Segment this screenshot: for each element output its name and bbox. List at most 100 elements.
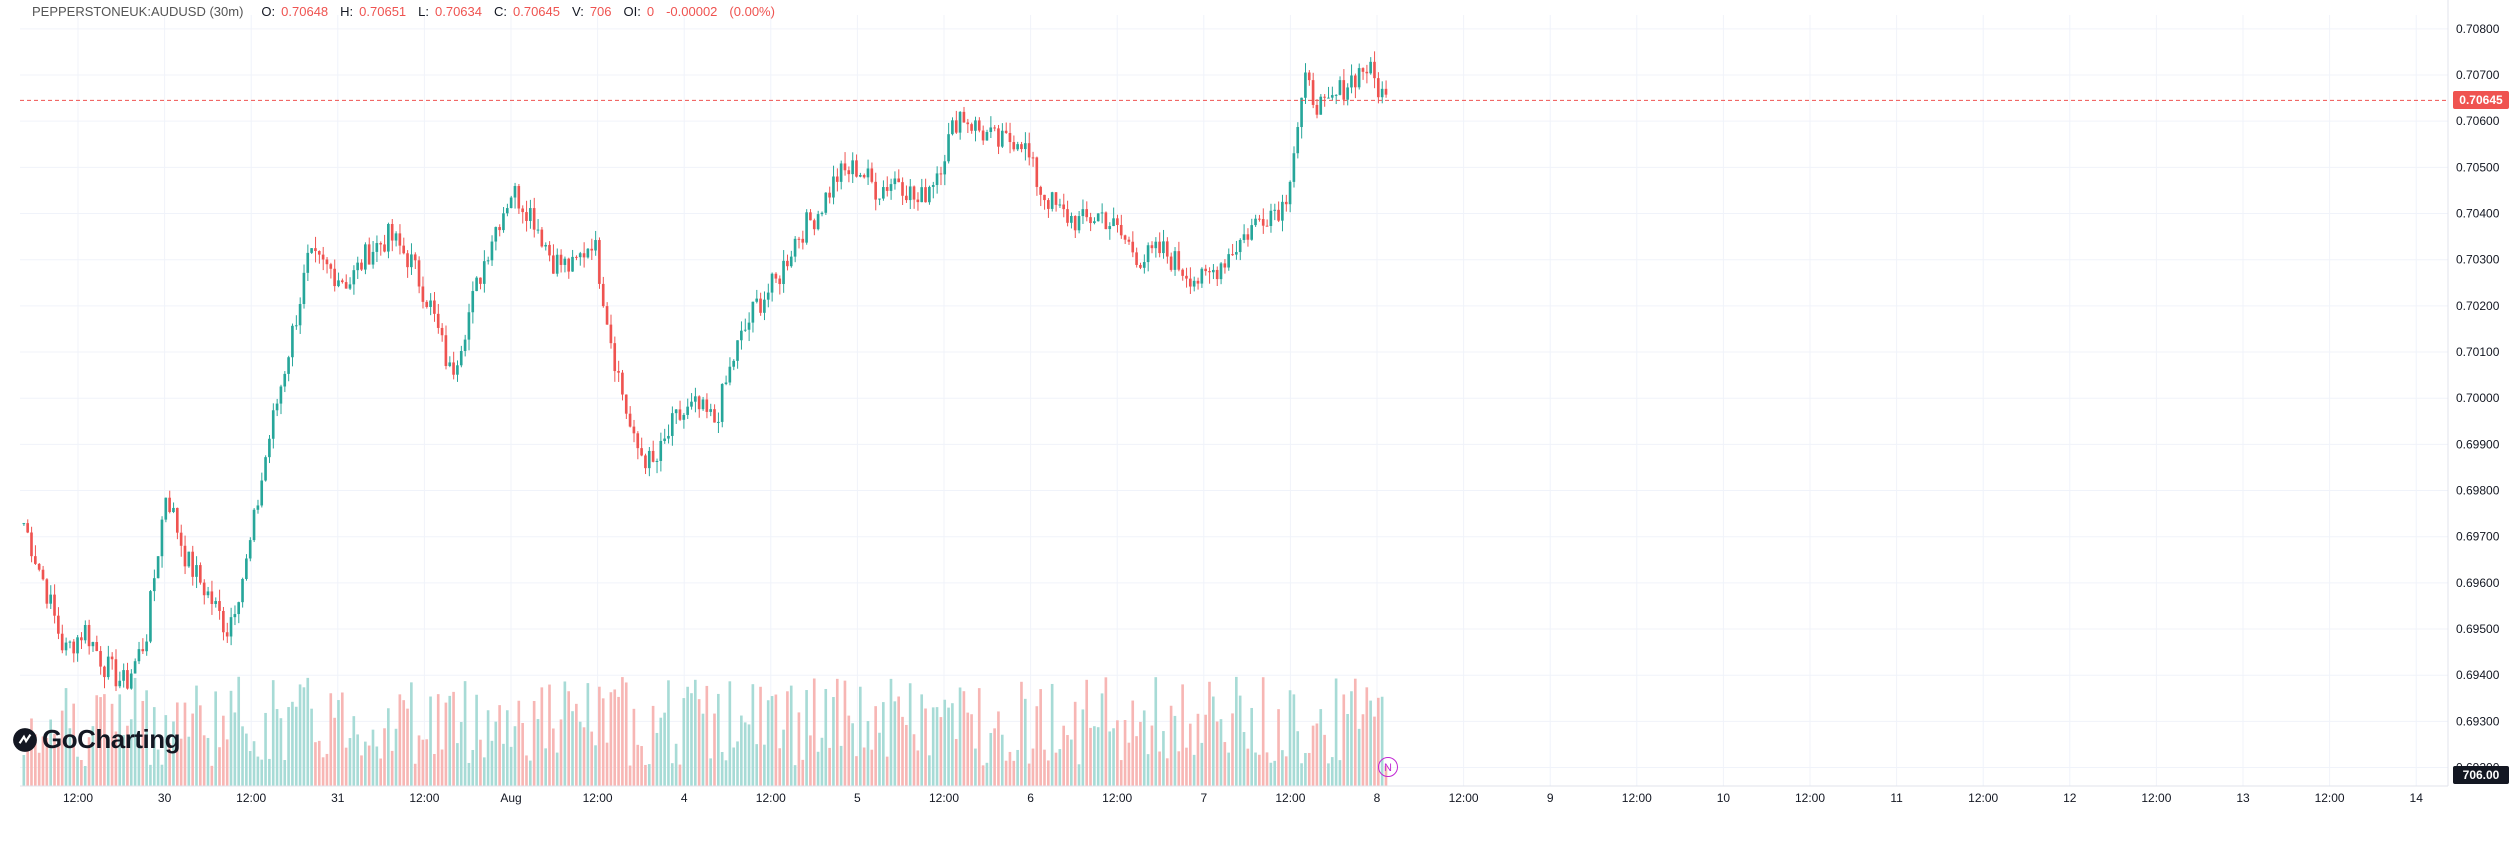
volume-bar bbox=[413, 763, 417, 786]
candle-body bbox=[1334, 94, 1338, 96]
candle-body bbox=[1054, 192, 1058, 205]
candle-body bbox=[229, 617, 233, 637]
volume-bar bbox=[291, 701, 294, 786]
volume-bar bbox=[667, 680, 670, 786]
candle-body bbox=[1338, 80, 1342, 95]
volume-bar bbox=[670, 763, 674, 786]
volume-bar bbox=[394, 728, 398, 786]
volume-bar bbox=[1211, 696, 1215, 786]
volume-bar bbox=[202, 735, 206, 786]
candle-body bbox=[935, 173, 939, 186]
volume-bar bbox=[1380, 696, 1384, 786]
volume-bar bbox=[1281, 750, 1284, 786]
volume-bar bbox=[924, 708, 927, 786]
candle-body bbox=[755, 298, 759, 302]
volume-bar bbox=[149, 764, 152, 786]
candle-body bbox=[152, 578, 156, 592]
candle-body bbox=[590, 248, 594, 251]
candle-body bbox=[697, 396, 701, 410]
candle-body bbox=[1227, 254, 1230, 268]
volume-bar bbox=[1342, 694, 1346, 786]
candle-body bbox=[172, 507, 175, 513]
volume-bar bbox=[471, 750, 475, 786]
candle-body bbox=[655, 460, 659, 462]
candle-body bbox=[905, 195, 908, 201]
volume-bar bbox=[1350, 691, 1353, 786]
candle-body bbox=[766, 292, 770, 300]
candle-body bbox=[774, 273, 778, 279]
volume-bar bbox=[1104, 677, 1108, 786]
candle-body bbox=[981, 130, 985, 141]
time-tick-label: 11 bbox=[1890, 791, 1903, 805]
volume-bar bbox=[567, 691, 571, 786]
candle-body bbox=[1365, 71, 1369, 74]
volume-bar bbox=[882, 702, 885, 786]
volume-bar bbox=[252, 741, 256, 786]
candle-body bbox=[1012, 142, 1016, 150]
news-marker[interactable]: N bbox=[1378, 757, 1398, 777]
time-tick-label: 9 bbox=[1547, 791, 1554, 805]
volume-bar bbox=[843, 680, 847, 786]
candle-body bbox=[49, 594, 52, 604]
volume-bar bbox=[951, 703, 954, 786]
volume-bar bbox=[555, 752, 559, 786]
price-tick-label: 0.70000 bbox=[2456, 391, 2500, 405]
time-tick-label: 31 bbox=[331, 791, 345, 805]
volume-bar bbox=[1119, 760, 1123, 786]
volume-bar bbox=[590, 731, 594, 786]
candle-body bbox=[1235, 252, 1238, 255]
candle-body bbox=[26, 523, 29, 533]
volume-bar bbox=[429, 696, 432, 786]
candle-body bbox=[1192, 280, 1196, 287]
volume-bar bbox=[126, 725, 129, 786]
grid-lines bbox=[20, 15, 2448, 786]
volume-bar bbox=[1077, 764, 1081, 786]
volume-bar bbox=[344, 747, 348, 786]
candle-body bbox=[222, 610, 225, 633]
candle-body bbox=[360, 262, 363, 270]
volume-bar bbox=[1150, 725, 1154, 786]
candle-body bbox=[1116, 218, 1119, 225]
volume-bar bbox=[513, 726, 517, 786]
candle-body bbox=[908, 186, 912, 201]
volume-bar bbox=[1250, 707, 1254, 786]
volume-bar bbox=[851, 723, 854, 786]
logo-text: GoCharting bbox=[42, 724, 181, 754]
candle-body bbox=[966, 122, 970, 125]
volume-bar bbox=[801, 759, 805, 786]
candle-body bbox=[490, 241, 494, 261]
volume-bar bbox=[1173, 715, 1177, 786]
candle-body bbox=[1066, 209, 1069, 223]
candle-body bbox=[931, 185, 935, 187]
candle-body bbox=[552, 255, 555, 274]
volume-bar bbox=[214, 691, 217, 786]
candle-body bbox=[943, 161, 947, 175]
price-tick-label: 0.70800 bbox=[2456, 22, 2500, 36]
volume-bar bbox=[563, 681, 567, 786]
ohlc-legend: PEPPERSTONEUK:AUDUSD (30m) O: 0.70648 H: 0… bbox=[32, 4, 781, 19]
volume-bar bbox=[49, 719, 52, 786]
candle-body bbox=[218, 601, 221, 611]
candle-body bbox=[199, 565, 202, 583]
volume-bar bbox=[1311, 725, 1315, 786]
candle-body bbox=[517, 186, 521, 209]
candle-body bbox=[674, 409, 678, 414]
volume-bar bbox=[640, 746, 643, 786]
oi-label: OI: bbox=[623, 4, 641, 19]
candle-body bbox=[494, 227, 498, 242]
candle-body bbox=[356, 262, 359, 271]
symbol-label[interactable]: PEPPERSTONEUK:AUDUSD (30m) bbox=[32, 4, 244, 19]
volume-bar bbox=[433, 753, 436, 786]
candle-body bbox=[1165, 241, 1169, 257]
candle-body bbox=[1016, 144, 1019, 150]
candle-body bbox=[540, 229, 544, 247]
volume-bar bbox=[168, 743, 171, 786]
volume-bar bbox=[448, 695, 452, 786]
volume-bar bbox=[997, 711, 1000, 786]
volume-bar bbox=[37, 752, 41, 786]
time-tick-label: 12:00 bbox=[756, 791, 786, 805]
candle-body bbox=[532, 208, 536, 230]
candle-body bbox=[667, 435, 670, 439]
